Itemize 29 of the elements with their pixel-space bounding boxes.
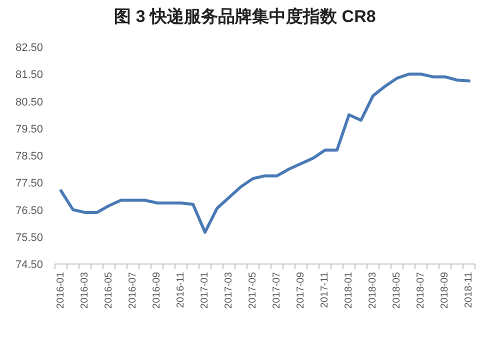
x-tick-label: 2018-01 (344, 272, 354, 309)
x-tick-label: 2018-11 (464, 272, 474, 308)
x-tick-label: 2016-01 (56, 272, 66, 309)
chart-title: 图 3 快递服务品牌集中度指数 CR8 (114, 7, 376, 26)
x-tick-label: 2018-07 (416, 272, 426, 309)
y-tick-label: 80.50 (15, 96, 43, 108)
x-tick-label: 2017-09 (296, 272, 306, 309)
x-tick-label: 2017-01 (200, 272, 210, 309)
x-tick-label: 2017-07 (272, 272, 282, 309)
line-series (60, 72, 470, 234)
y-tick-label: 79.50 (15, 123, 43, 136)
y-tick-label: 78.50 (15, 150, 43, 162)
y-tick-label: 81.50 (15, 69, 43, 82)
x-tick-label: 2018-05 (392, 272, 402, 309)
x-tick-label: 2018-03 (368, 272, 378, 309)
y-tick-label: 74.50 (15, 259, 43, 271)
x-tick-label: 2017-11 (320, 272, 330, 308)
x-tick-label: 2016-07 (128, 272, 138, 309)
x-tick-label: 2017-05 (248, 272, 258, 309)
y-tick-label: 82.50 (15, 42, 43, 54)
y-tick-label: 75.50 (15, 232, 43, 244)
x-tick-label: 2018-09 (440, 272, 450, 309)
x-tick-label: 2017-03 (224, 272, 234, 309)
x-tick-label: 2016-11 (176, 272, 186, 308)
y-tick-label: 76.50 (15, 204, 43, 217)
x-tick-label: 2016-03 (80, 272, 90, 309)
x-tick-label: 2016-05 (104, 272, 114, 309)
x-tick-label: 2016-09 (152, 272, 162, 309)
y-tick-label: 77.50 (15, 178, 43, 190)
